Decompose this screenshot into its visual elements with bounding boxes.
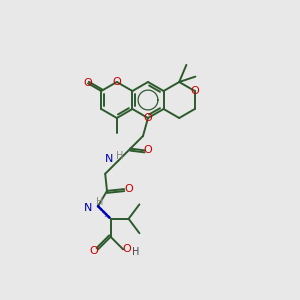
Text: O: O	[144, 113, 152, 123]
Text: H: H	[116, 151, 124, 161]
Text: N: N	[104, 154, 113, 164]
Text: N: N	[84, 203, 92, 213]
Text: ···: ···	[103, 213, 110, 222]
Text: H: H	[96, 197, 104, 207]
Text: O: O	[125, 184, 134, 194]
Text: O: O	[112, 77, 121, 87]
Text: O: O	[123, 244, 132, 254]
Text: O: O	[90, 246, 98, 256]
Text: O: O	[190, 86, 199, 96]
Text: O: O	[143, 146, 152, 155]
Text: H: H	[131, 248, 139, 257]
Text: O: O	[84, 78, 92, 88]
